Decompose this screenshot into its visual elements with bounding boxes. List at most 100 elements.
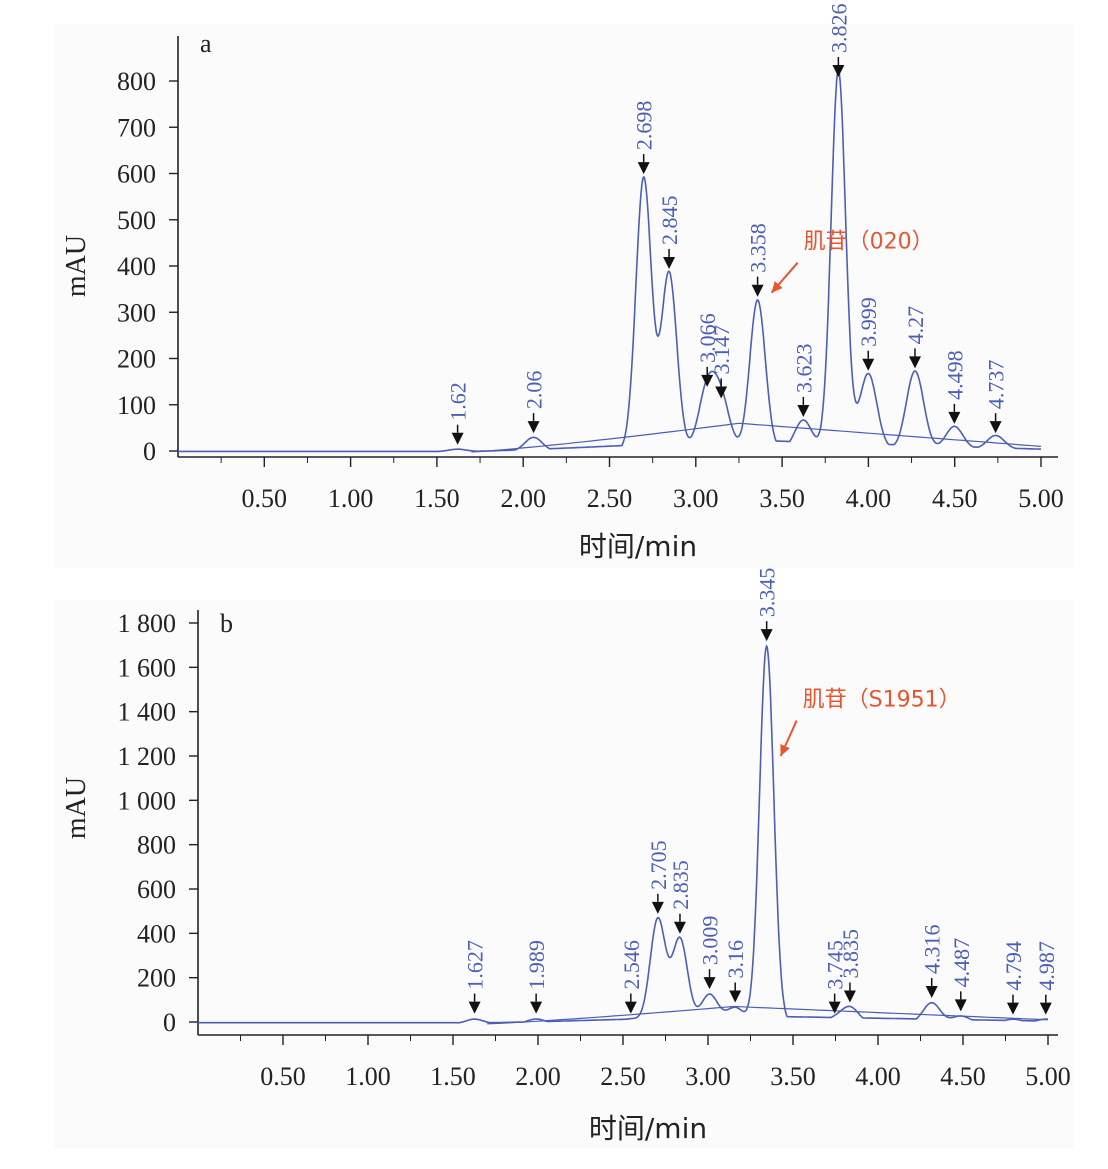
y-tick-label-b: 600 [137,875,176,904]
x-tick-label-a: 4.00 [846,484,892,513]
y-axis-label-b: mAU [61,777,92,839]
peak-marker-a [909,356,922,369]
x-tick-label-b: 5.00 [1025,1062,1071,1091]
chromatogram-trace-b [198,644,1048,1024]
y-tick-label-a: 600 [117,160,156,189]
peak-label-b: 4.987 [1034,941,1059,991]
peak-marker-b [1006,1002,1019,1015]
peak-label-a: 1.62 [446,382,471,421]
x-tick-label-a: 2.50 [587,484,633,513]
peak-label-a: 2.698 [632,101,657,151]
chromatogram-trace-a [178,70,1041,453]
peak-marker-a [663,256,676,269]
peak-label-a: 3.066 [695,313,720,363]
peak-marker-b [530,1001,543,1014]
peak-label-b: 3.009 [698,916,723,966]
x-axis-label-a: 时间/min [579,530,697,563]
peak-marker-b [843,990,856,1003]
y-tick-label-b: 1 400 [118,698,177,727]
peak-label-b: 3.16 [723,940,748,979]
panel-label-a: a [200,29,212,58]
peak-label-b: 2.546 [619,940,644,990]
x-tick-label-b: 3.50 [770,1062,816,1091]
peak-marker-b [703,977,716,990]
y-tick-label-b: 200 [137,964,176,993]
x-tick-label-b: 4.00 [855,1062,901,1091]
peak-marker-b [954,999,967,1012]
peak-label-a: 4.498 [942,350,967,400]
y-tick-label-b: 1 200 [118,742,177,771]
peak-label-a: 4.27 [903,306,928,345]
peak-marker-a [637,162,650,175]
y-tick-label-b: 1 000 [118,786,177,815]
panel-a-background [54,24,1074,568]
y-tick-label-a: 500 [117,206,156,235]
peak-marker-a [832,65,845,77]
peak-marker-a [451,432,464,445]
x-tick-label-b: 1.50 [430,1062,476,1091]
peak-marker-b [468,1001,481,1014]
peak-marker-a [751,284,764,297]
x-tick-label-a: 2.00 [500,484,546,513]
integration-baseline-b [486,1005,1049,1025]
peak-marker-b [624,1001,637,1014]
peak-marker-b [1039,1002,1052,1015]
x-tick-label-b: 3.00 [685,1062,731,1091]
panel-label-b: b [220,609,233,638]
peak-marker-b [925,986,938,999]
peak-marker-b [651,901,664,914]
y-tick-label-b: 1 800 [118,609,177,638]
x-tick-label-b: 2.50 [600,1062,646,1091]
y-tick-label-a: 200 [117,345,156,374]
y-tick-label-a: 700 [117,113,156,142]
x-tick-label-a: 0.50 [242,484,288,513]
peak-marker-a [989,421,1002,434]
peak-marker-b [729,990,742,1003]
x-tick-label-b: 1.00 [345,1062,391,1091]
x-tick-label-a: 3.50 [759,484,805,513]
peak-label-a: 3.147 [709,325,734,375]
peak-marker-a [948,411,961,424]
x-axis-label-b: 时间/min [589,1112,707,1145]
x-tick-label-b: 2.00 [515,1062,561,1091]
x-tick-label-b: 4.50 [940,1062,986,1091]
peak-marker-a [797,404,810,417]
peak-label-b: 4.487 [949,938,974,988]
x-tick-label-a: 1.50 [414,484,460,513]
y-tick-label-b: 400 [137,919,176,948]
peak-marker-b [760,629,773,642]
y-tick-label-a: 300 [117,298,156,327]
y-tick-label-a: 100 [117,391,156,420]
panel-b-background [54,600,1074,1148]
annotation-arrowhead-a [771,281,783,293]
peak-label-b: 2.835 [668,860,693,910]
peak-label-a: 3.623 [791,343,816,393]
y-tick-label-a: 800 [117,67,156,96]
peak-label-b: 3.745 [823,940,848,990]
x-tick-label-a: 3.00 [673,484,719,513]
peak-label-b: 4.316 [920,925,945,975]
integration-baseline-a [471,422,1042,453]
peak-label-a: 2.845 [657,195,682,245]
annotation-text-b: 肌苷（S1951） [803,688,961,713]
peak-label-a: 3.826 [826,4,851,54]
peak-label-a: 2.06 [522,371,547,410]
y-tick-label-a: 400 [117,252,156,281]
y-tick-label-b: 0 [163,1008,176,1037]
annotation-text-a: 肌苷（020） [804,230,934,255]
x-tick-label-a: 1.00 [328,484,374,513]
peak-label-a: 3.999 [856,297,881,347]
peak-label-b: 1.627 [463,940,488,990]
peak-label-a: 4.737 [984,360,1009,410]
peak-marker-a [527,421,540,434]
peak-marker-b [828,1001,841,1014]
x-tick-label-a: 4.50 [932,484,978,513]
peak-label-a: 3.358 [746,223,771,273]
peak-label-b: 2.705 [646,840,671,890]
y-tick-label-b: 1 600 [118,653,177,682]
peak-label-b: 3.345 [755,568,780,618]
peak-label-b: 1.989 [524,940,549,990]
annotation-arrowhead-b [780,744,790,756]
